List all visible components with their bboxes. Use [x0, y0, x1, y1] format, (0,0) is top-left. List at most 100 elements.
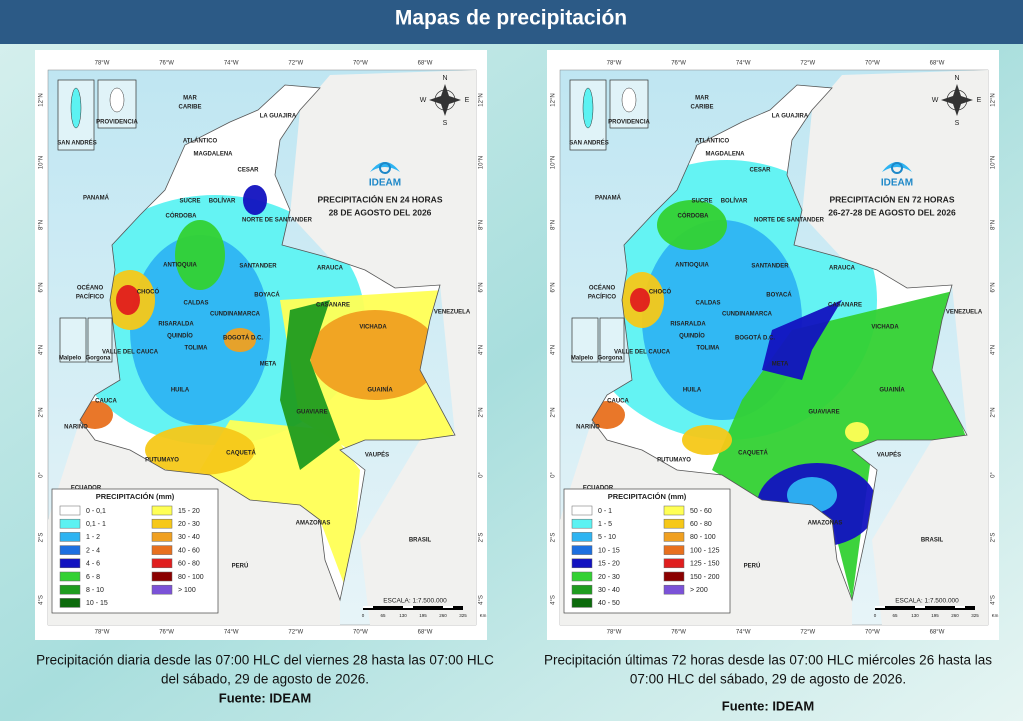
lat-label: 4°S: [39, 595, 45, 605]
place-label: CARIBE: [178, 105, 201, 111]
place-label: CAQUETÁ: [226, 450, 256, 457]
legend-swatch: [151, 518, 173, 529]
legend-label: 30 - 40: [598, 587, 620, 594]
place-label: CAUCA: [95, 399, 117, 405]
place-label: GUAINÍA: [367, 386, 393, 394]
precip-area: [657, 200, 727, 250]
place-label: HUILA: [683, 388, 702, 394]
place-label: SANTANDER: [751, 264, 789, 270]
lat-label: 12°N: [991, 93, 997, 106]
lon-label: 76°W: [671, 630, 686, 636]
place-label: ATLÁNTICO: [695, 138, 730, 145]
place-label: META: [260, 362, 277, 368]
place-label: SAN ANDRÉS: [569, 139, 608, 147]
place-label: LA GUAJIRA: [772, 114, 809, 120]
place-label: ANTIOQUIA: [163, 263, 197, 269]
header-bar: [0, 0, 1023, 44]
place-label: ANTIOQUIA: [675, 263, 709, 269]
place-label: VAUPÉS: [877, 451, 901, 459]
scale-tick: 195: [419, 613, 427, 618]
precip-area: [116, 285, 140, 315]
place-label: PACÍFICO: [588, 293, 617, 301]
place-label: VICHADA: [359, 325, 387, 331]
lat-label: 2°N: [551, 407, 557, 417]
lat-label: 6°N: [991, 282, 997, 292]
legend-label: 60 - 80: [178, 561, 200, 568]
place-label: NARIÑO: [576, 424, 600, 431]
place-label: TOLIMA: [185, 346, 209, 352]
place-label: PUTUMAYO: [657, 458, 691, 464]
place-label: CHOCÓ: [137, 288, 160, 296]
place-label: CESAR: [749, 168, 771, 174]
scale-bar-seg: [363, 606, 373, 608]
legend-label: > 100: [178, 587, 196, 594]
legend-swatch: [663, 518, 685, 529]
scale-bar-seg: [875, 606, 885, 608]
place-label: BOGOTÁ D.C.: [735, 335, 775, 342]
place-label: META: [772, 362, 789, 368]
legend-swatch: [571, 558, 593, 569]
place-label: PUTUMAYO: [145, 458, 179, 464]
compass-label: N: [442, 75, 447, 82]
legend-swatch: [151, 545, 173, 555]
legend-swatch: [151, 584, 173, 595]
lat-label: 4°S: [991, 595, 997, 605]
precip-area: [845, 422, 869, 442]
legend-swatch: [571, 505, 593, 516]
scale-tick: 65: [380, 613, 386, 618]
legend-label: > 200: [690, 587, 708, 594]
scale-tick: 195: [931, 613, 939, 618]
compass-label: W: [932, 97, 939, 104]
precip-layer: [80, 185, 455, 600]
lat-label: 10°N: [479, 156, 485, 169]
lon-label: 74°W: [224, 61, 239, 67]
place-label: CÓRDOBA: [166, 212, 198, 220]
logo: [882, 162, 912, 172]
scale-tick: 130: [399, 613, 407, 618]
lat-label: 2°S: [479, 533, 485, 543]
logo-eye: [891, 162, 903, 174]
place-label: QUINDÍO: [679, 332, 705, 340]
place-label: BOLÍVAR: [721, 197, 748, 205]
scale-label: ESCALA: 1:7.500.000: [895, 598, 959, 605]
map-title: 26-27-28 DE AGOSTO DEL 2026: [828, 207, 956, 217]
island: [621, 87, 637, 113]
caption: Precipitación diaria desde las 07:00 HLC…: [36, 653, 494, 668]
legend-label: 125 - 150: [690, 561, 720, 568]
place-label: GUAVIARE: [808, 410, 839, 416]
lon-label: 72°W: [288, 61, 303, 67]
place-label: BRASIL: [921, 538, 944, 544]
place-label: ATLÁNTICO: [183, 138, 218, 145]
lon-label: 70°W: [865, 630, 880, 636]
lat-label: 2°N: [991, 407, 997, 417]
legend-label: 20 - 30: [178, 521, 200, 528]
scale-tick: 325: [971, 613, 979, 618]
place-label: VICHADA: [871, 325, 899, 331]
lat-label: 6°N: [551, 282, 557, 292]
compass-rose: [941, 84, 973, 116]
lat-label: 10°N: [991, 156, 997, 169]
place-label: LA GUAJIRA: [260, 114, 297, 120]
scale-tick: Km: [992, 613, 999, 618]
caption: 07:00 HLC del sábado, 29 de agosto de 20…: [630, 672, 906, 687]
scale-bar-seg: [915, 606, 925, 608]
place-label: ARAUCA: [317, 266, 344, 272]
lon-label: 78°W: [607, 630, 622, 636]
lat-label: 0°: [479, 472, 485, 478]
scale-tick: Km: [480, 613, 487, 618]
place-label: NARIÑO: [64, 424, 88, 431]
place-label: AMAZONAS: [296, 521, 331, 527]
scale-tick: 65: [892, 613, 898, 618]
lat-label: 2°S: [551, 533, 557, 543]
legend-swatch: [59, 545, 81, 555]
place-label: GUAINÍA: [879, 386, 905, 394]
inset: [87, 317, 113, 363]
compass-label: N: [954, 75, 959, 82]
place-label: CALDAS: [184, 301, 209, 307]
place-label: SUCRE: [179, 199, 200, 205]
legend-label: 30 - 40: [178, 534, 200, 541]
scale-bar-seg: [955, 606, 965, 608]
inset: [571, 317, 599, 363]
legend-swatch: [663, 505, 685, 516]
place-label: MAGDALENA: [706, 152, 746, 158]
